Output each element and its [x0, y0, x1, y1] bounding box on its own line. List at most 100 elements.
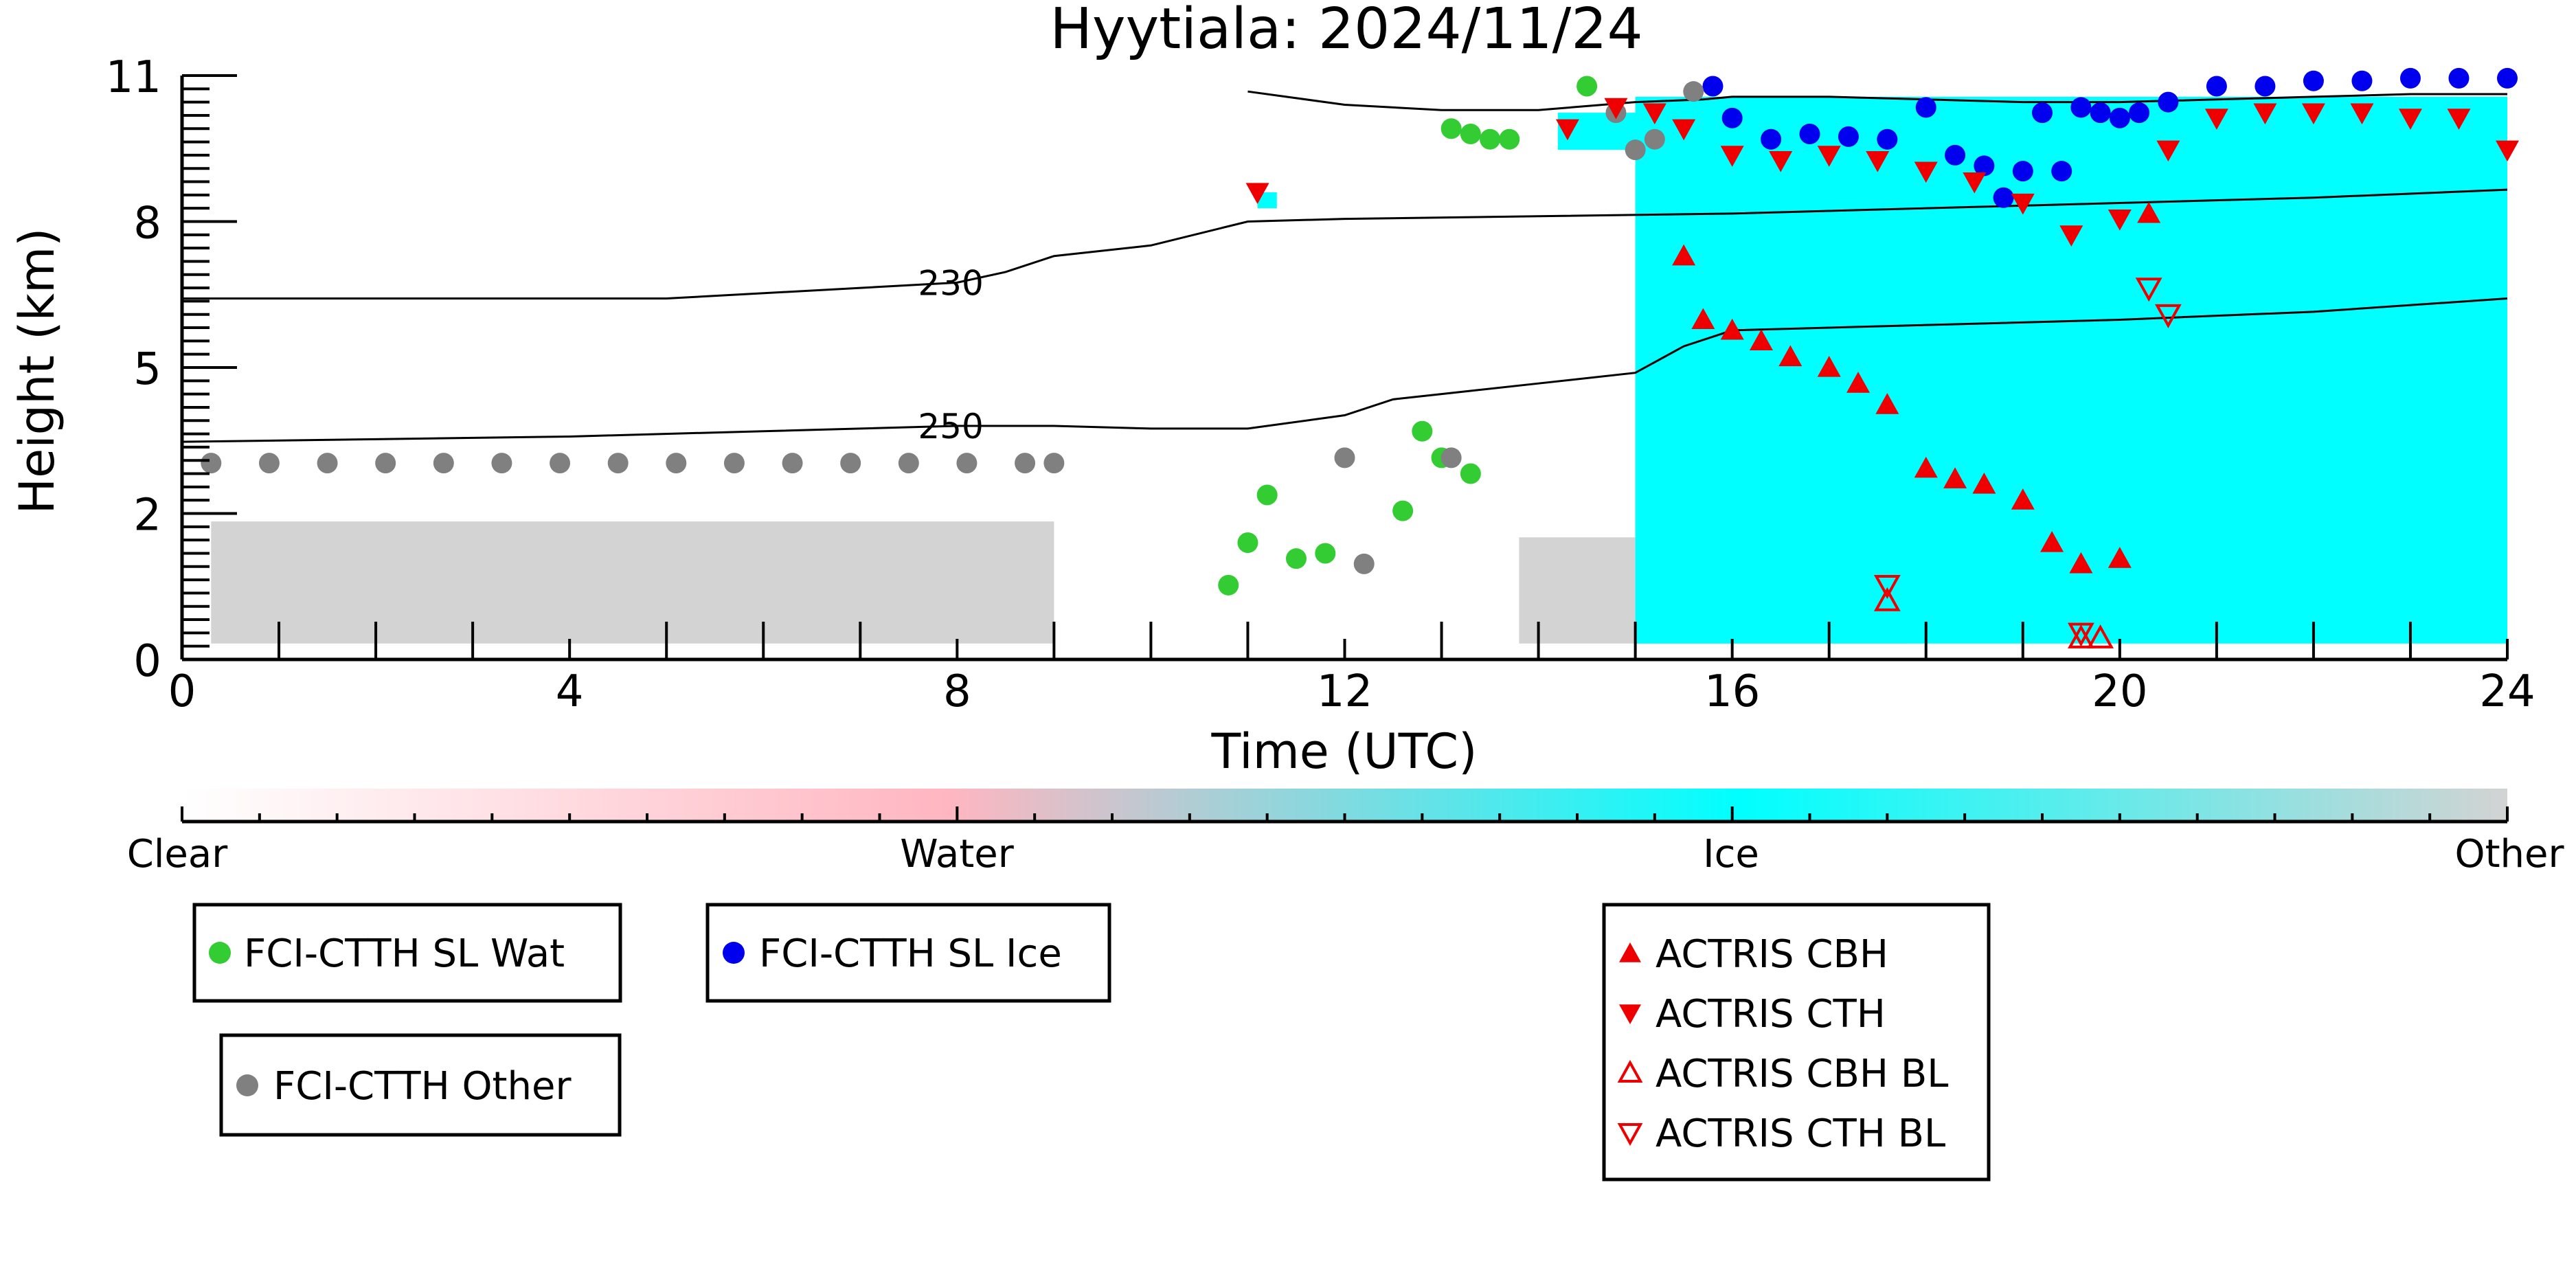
- point-actris-cth-5: [1720, 146, 1744, 167]
- colorbar-label-other: Other: [2454, 832, 2564, 877]
- point-actris-cbh-8: [1914, 456, 1938, 478]
- legend-marker-fci-ice: [723, 942, 745, 964]
- point-actris-cbh-bl-2: [2087, 624, 2114, 648]
- point-fci-ctth-other-21: [1644, 128, 1665, 150]
- point-actris-cbh-0: [1672, 244, 1696, 266]
- point-actris-cbh-2: [1720, 318, 1744, 340]
- point-fci-ctth-other-13: [956, 453, 978, 474]
- x-tick-label-20: 20: [2092, 666, 2147, 717]
- legend-label-fci-ice: FCI-CTTH SL Ice: [759, 931, 1062, 976]
- legend-label-actris-cbh: ACTRIS CBH: [1656, 932, 1888, 977]
- data-markers: [201, 67, 2519, 648]
- point-fci-ctth-other-5: [491, 453, 512, 474]
- point-fci-ctth-sl-wat-12: [1480, 128, 1501, 150]
- point-fci-ctth-other-12: [898, 453, 919, 474]
- contour-line-0: [181, 297, 2508, 443]
- point-fci-ctth-sl-ice-12: [2051, 161, 2072, 182]
- point-fci-ctth-sl-ice-3: [1799, 124, 1820, 144]
- point-fci-ctth-sl-wat-13: [1499, 128, 1520, 150]
- point-actris-cth-0: [1245, 183, 1269, 204]
- point-fci-ctth-sl-ice-24: [2497, 67, 2518, 89]
- point-actris-cth-10: [1963, 172, 1987, 194]
- point-actris-cth-17: [2301, 103, 2325, 125]
- point-fci-ctth-sl-wat-4: [1315, 543, 1336, 564]
- legend-label-actris-cth: ACTRIS CTH: [1656, 992, 1886, 1037]
- point-actris-cth-1: [1555, 119, 1579, 141]
- ice-region-0: [1635, 96, 2507, 644]
- point-fci-ctth-other-2: [317, 453, 338, 474]
- point-fci-ctth-sl-ice-21: [2351, 70, 2373, 91]
- point-actris-cbh-15: [2137, 201, 2161, 223]
- point-actris-cbh-9: [1943, 467, 1967, 488]
- ice-region-2: [1257, 192, 1277, 209]
- temperature-contours: 250 230: [181, 90, 2508, 447]
- point-fci-ctth-sl-ice-1: [1721, 107, 1743, 128]
- point-fci-ctth-sl-ice-16: [2129, 102, 2150, 124]
- point-fci-ctth-sl-ice-18: [2206, 76, 2227, 97]
- point-actris-cth-11: [2011, 193, 2035, 215]
- point-fci-ctth-sl-ice-5: [1877, 128, 1898, 150]
- point-actris-cth-4: [1672, 119, 1696, 141]
- point-fci-ctth-sl-ice-9: [1993, 187, 2014, 208]
- point-actris-cth-6: [1769, 151, 1793, 172]
- point-fci-ctth-other-8: [666, 453, 687, 474]
- legend-marker-actris-cth-bl: [1617, 1123, 1643, 1146]
- point-fci-ctth-sl-ice-6: [1915, 97, 1936, 118]
- point-actris-cbh-4: [1778, 345, 1803, 367]
- point-actris-cbh-3: [1749, 329, 1773, 350]
- point-fci-ctth-other-20: [1625, 139, 1646, 161]
- colorbar-label-water: Water: [900, 832, 1015, 877]
- point-actris-cbh-11: [2011, 488, 2035, 510]
- point-fci-ctth-sl-ice-2: [1761, 128, 1782, 150]
- colorbar-label-ice: Ice: [1703, 832, 1759, 877]
- point-actris-cth-16: [2253, 103, 2277, 125]
- x-tick-label-16: 16: [1704, 666, 1760, 717]
- point-actris-cth-bl-2: [2135, 278, 2162, 302]
- point-fci-ctth-other-1: [258, 453, 280, 474]
- point-fci-ctth-sl-ice-13: [2070, 97, 2092, 118]
- point-actris-cth-14: [2156, 140, 2180, 162]
- point-fci-ctth-other-0: [201, 453, 222, 474]
- point-actris-cth-18: [2350, 103, 2374, 125]
- point-actris-cth-7: [1817, 146, 1841, 167]
- point-fci-ctth-sl-ice-0: [1702, 76, 1724, 97]
- point-fci-ctth-other-7: [607, 453, 629, 474]
- point-fci-ctth-sl-wat-11: [1460, 124, 1481, 144]
- point-fci-ctth-other-10: [782, 453, 803, 474]
- y-axis-label: Height (km): [9, 228, 65, 515]
- point-fci-ctth-sl-ice-10: [2012, 161, 2033, 182]
- plot-axes: 0 4 8 12 16 20 24 0 2 5 8 11: [106, 52, 2535, 717]
- point-fci-ctth-other-4: [433, 453, 454, 474]
- x-tick-label-12: 12: [1317, 666, 1372, 717]
- colorbar-label-clear: Clear: [127, 832, 228, 877]
- point-fci-ctth-sl-ice-17: [2158, 91, 2179, 113]
- point-fci-ctth-other-3: [375, 453, 396, 474]
- point-fci-ctth-other-11: [840, 453, 861, 474]
- legend-marker-fci-other: [236, 1074, 258, 1096]
- legend-actris-markers: [1617, 942, 1643, 1146]
- y-tick-label-8: 8: [133, 199, 161, 249]
- point-fci-ctth-sl-ice-22: [2399, 67, 2421, 89]
- point-actris-cth-2: [1604, 98, 1628, 120]
- y-tick-label-2: 2: [133, 490, 161, 541]
- point-fci-ctth-other-9: [723, 453, 745, 474]
- point-fci-ctth-sl-ice-23: [2448, 67, 2470, 89]
- point-actris-cbh-13: [2069, 552, 2093, 574]
- point-fci-ctth-sl-ice-20: [2303, 70, 2324, 91]
- point-actris-cth-9: [1914, 161, 1938, 183]
- point-fci-ctth-sl-wat-2: [1256, 484, 1278, 506]
- point-fci-ctth-sl-ice-15: [2109, 107, 2130, 128]
- point-actris-cbh-10: [1972, 473, 1996, 494]
- point-actris-cth-bl-1: [2068, 622, 2094, 647]
- point-fci-ctth-sl-wat-1: [1237, 532, 1258, 553]
- point-fci-ctth-sl-wat-8: [1460, 463, 1481, 484]
- contour-label-250: 250: [918, 407, 983, 447]
- legend-actris: ACTRIS CBH ACTRIS CTH ACTRIS CBH BL ACTR…: [1602, 903, 1991, 1182]
- point-fci-ctth-other-15: [1043, 453, 1065, 474]
- point-actris-cbh-6: [1846, 372, 1871, 393]
- contour-line-2: [1247, 90, 2507, 111]
- point-fci-ctth-other-6: [550, 453, 571, 474]
- point-actris-cth-13: [2108, 210, 2132, 231]
- legend-label-actris-cbh-bl: ACTRIS CBH BL: [1656, 1052, 1948, 1096]
